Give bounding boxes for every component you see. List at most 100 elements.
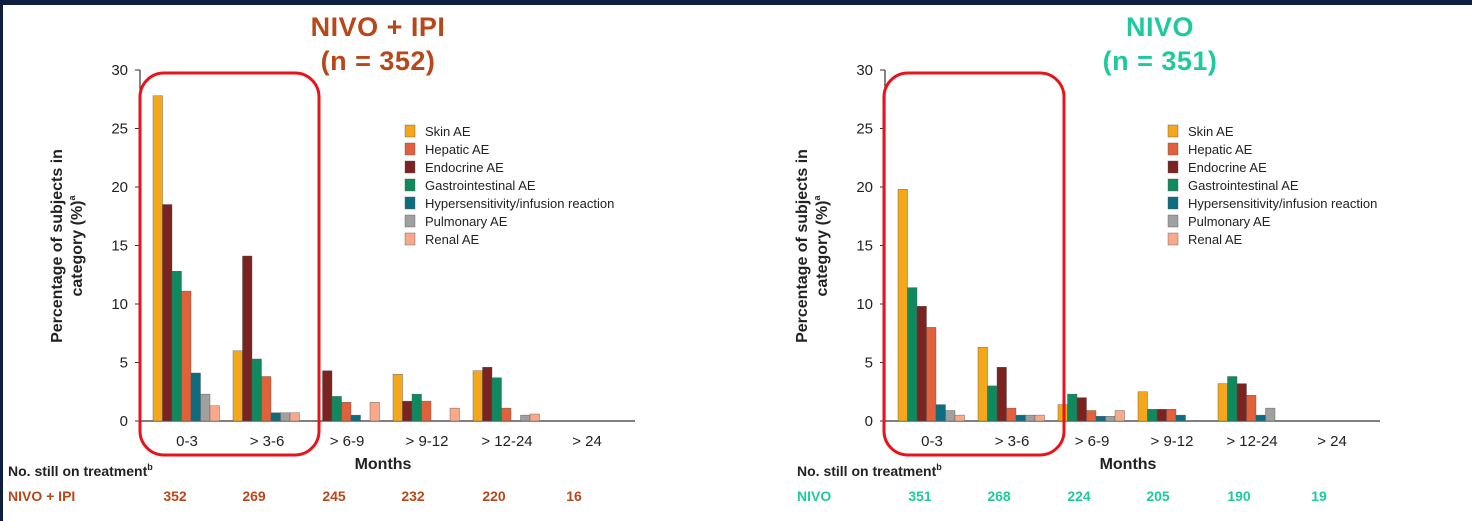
- bar-skin-ae-4: [1217, 383, 1228, 422]
- legend-swatch: [404, 214, 416, 228]
- left-border: [0, 0, 3, 521]
- bar-hepatic-ae-3: [421, 400, 432, 422]
- bar-skin-ae-3: [1137, 391, 1148, 422]
- still-on-treatment-count: 16: [566, 488, 582, 504]
- x-tick-label: > 6-9: [1075, 433, 1110, 450]
- y-axis-label-superscript: a: [812, 194, 822, 200]
- legend-label: Hypersensitivity/infusion reaction: [425, 196, 614, 211]
- footer-label: No. still on treatmentb: [797, 462, 942, 479]
- bar-hepatic-ae-2: [1086, 410, 1097, 422]
- bar-endocrine-ae-3: [1156, 409, 1167, 422]
- legend-swatch: [404, 232, 416, 246]
- legend-swatch: [404, 124, 416, 138]
- still-on-treatment-count: 19: [1311, 488, 1327, 504]
- legend-label: Skin AE: [1188, 124, 1234, 139]
- bar-hypersensitivity-infusion-reaction-4: [1255, 414, 1266, 422]
- bar-hypersensitivity-infusion-reaction-3: [1175, 414, 1186, 422]
- treatment-label: NIVO + IPI: [8, 488, 75, 504]
- footer-label: No. still on treatmentb: [8, 462, 153, 479]
- y-tick-label: 30: [111, 62, 128, 79]
- y-axis-label-line1: Percentage of subjects in: [49, 149, 66, 343]
- bar-pulmonary-ae-1: [1025, 414, 1036, 422]
- x-tick-label: > 3-6: [995, 433, 1030, 450]
- legend-label: Gastrointestinal AE: [1188, 178, 1299, 193]
- still-on-treatment-count: 220: [482, 488, 506, 504]
- x-tick-label: > 12-24: [481, 433, 532, 450]
- bar-hepatic-ae-0: [926, 327, 937, 422]
- y-tick-label: 10: [111, 296, 128, 313]
- top-border: [0, 0, 1472, 5]
- bar-hypersensitivity-infusion-reaction-0: [935, 404, 946, 422]
- legend-swatch: [404, 142, 416, 156]
- bar-endocrine-ae-2: [322, 370, 333, 422]
- y-tick-label: 20: [111, 179, 128, 196]
- bar-renal-ae-3: [449, 407, 460, 422]
- y-tick-label: 10: [856, 296, 873, 313]
- bar-hepatic-ae-0: [181, 290, 192, 422]
- bar-endocrine-ae-0: [916, 306, 927, 422]
- bar-renal-ae-2: [369, 402, 380, 422]
- bar-skin-ae-3: [392, 374, 403, 422]
- legend-label: Hypersensitivity/infusion reaction: [1188, 196, 1377, 211]
- x-tick-label: > 9-12: [1151, 433, 1194, 450]
- bar-hepatic-ae-1: [261, 376, 272, 422]
- still-on-treatment-count: 205: [1146, 488, 1170, 504]
- legend-label: Gastrointestinal AE: [425, 178, 536, 193]
- footer-label-text: No. still on treatment: [797, 463, 937, 479]
- legend-swatch: [1167, 160, 1179, 174]
- legend-label: Skin AE: [425, 124, 471, 139]
- y-axis-label-line2: category (%)a: [67, 194, 86, 296]
- bar-gastrointestinal-ae-2: [1067, 393, 1078, 422]
- x-axis-label: Months: [1100, 456, 1157, 473]
- y-tick-label: 5: [865, 355, 873, 372]
- bar-pulmonary-ae-0: [200, 393, 211, 422]
- bar-gastrointestinal-ae-1: [251, 358, 262, 422]
- bar-endocrine-ae-4: [1236, 383, 1247, 422]
- highlight-box: [138, 71, 321, 457]
- legend-label: Endocrine AE: [425, 160, 504, 175]
- bar-hepatic-ae-3: [1166, 409, 1177, 422]
- bar-renal-ae-2: [1114, 410, 1125, 422]
- bar-renal-ae-0: [209, 405, 220, 422]
- bar-pulmonary-ae-0: [945, 410, 956, 422]
- y-axis-label-superscript: a: [67, 194, 77, 200]
- bar-renal-ae-0: [954, 414, 965, 422]
- highlight-box: [882, 71, 1066, 457]
- x-tick-label: > 12-24: [1226, 433, 1277, 450]
- chart-title: NIVO: [1126, 12, 1194, 42]
- bar-gastrointestinal-ae-1: [987, 385, 998, 422]
- bar-renal-ae-4: [529, 413, 540, 422]
- chart-subtitle: (n = 352): [321, 46, 436, 76]
- y-axis-label-text: category (%): [814, 200, 831, 296]
- bar-pulmonary-ae-2: [1105, 416, 1116, 422]
- legend-label: Endocrine AE: [1188, 160, 1267, 175]
- bar-hypersensitivity-infusion-reaction-2: [350, 414, 361, 422]
- y-tick-label: 25: [111, 121, 128, 138]
- bar-endocrine-ae-0: [162, 204, 173, 422]
- legend-swatch: [404, 178, 416, 192]
- legend-label: Hepatic AE: [425, 142, 490, 157]
- bar-pulmonary-ae-4: [520, 414, 531, 422]
- legend-label: Renal AE: [1188, 232, 1243, 247]
- legend-swatch: [1167, 178, 1179, 192]
- legend-swatch: [1167, 196, 1179, 210]
- legend-label: Renal AE: [425, 232, 480, 247]
- bar-hepatic-ae-2: [341, 402, 352, 422]
- x-axis-label: Months: [355, 456, 412, 473]
- bar-gastrointestinal-ae-0: [907, 287, 918, 422]
- bar-gastrointestinal-ae-4: [491, 377, 502, 422]
- y-axis-label-line1: Percentage of subjects in: [794, 149, 811, 343]
- chart-panel-2: NIVO (n = 351) 0 5 10 15 20 25 30 Percentage of s…: [794, 12, 1380, 504]
- y-axis-label-line2: category (%)a: [812, 194, 831, 296]
- bar-gastrointestinal-ae-3: [411, 393, 422, 422]
- bar-gastrointestinal-ae-3: [1147, 409, 1158, 422]
- treatment-label: NIVO: [797, 488, 831, 504]
- legend-swatch: [1167, 142, 1179, 156]
- y-axis-label-text: category (%): [69, 200, 86, 296]
- still-on-treatment-count: 268: [987, 488, 1011, 504]
- legend-swatch: [404, 196, 416, 210]
- bar-renal-ae-1: [1034, 414, 1045, 422]
- bar-skin-ae-0: [152, 95, 163, 422]
- bar-endocrine-ae-1: [996, 367, 1007, 422]
